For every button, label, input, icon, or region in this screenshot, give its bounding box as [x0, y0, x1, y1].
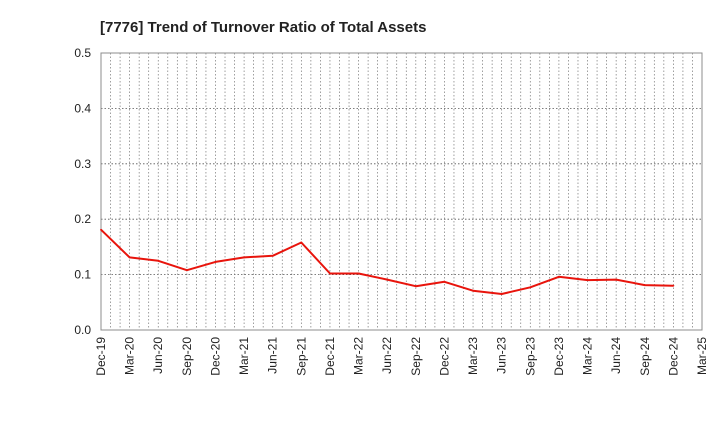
x-tick-label: Jun-20 — [151, 337, 165, 374]
x-tick-label: Dec-19 — [94, 337, 108, 376]
x-tick-label: Jun-23 — [495, 337, 509, 374]
data-point — [128, 256, 131, 259]
x-tick-label: Dec-22 — [437, 337, 451, 376]
x-axis: Dec-19 Mar-20 Jun-20 Sep-20 Dec-20 Mar-21 Jun-… — [94, 337, 709, 376]
data-point — [529, 286, 532, 289]
x-tick-label: Sep-24 — [638, 337, 652, 376]
data-point — [672, 284, 675, 287]
data-point — [500, 293, 503, 295]
y-tick-label: 0.0 — [74, 323, 91, 337]
data-point — [100, 228, 102, 231]
y-tick-label: 0.1 — [74, 268, 91, 282]
data-point — [472, 289, 474, 292]
y-tick-label: 0.3 — [74, 157, 91, 171]
data-point — [300, 241, 303, 244]
data-point — [157, 259, 160, 262]
x-tick-label: Sep-23 — [523, 337, 537, 376]
x-tick-label: Sep-22 — [409, 337, 423, 376]
data-point — [386, 278, 389, 281]
data-point — [443, 280, 446, 283]
y-tick-label: 0.4 — [74, 101, 91, 115]
x-tick-label: Sep-20 — [180, 337, 194, 376]
x-tick-label: Jun-22 — [380, 337, 394, 374]
x-tick-label: Dec-24 — [666, 337, 680, 376]
x-tick-label: Dec-20 — [208, 337, 222, 376]
y-axis: 0.0 0.1 0.2 0.3 0.4 0.5 — [74, 46, 91, 337]
y-tick-label: 0.2 — [74, 212, 91, 226]
series-group — [100, 228, 675, 295]
data-point — [357, 272, 360, 275]
data-point — [558, 275, 560, 278]
plot-area — [100, 52, 703, 331]
chart-title: [7776] Trend of Turnover Ratio of Total … — [100, 19, 426, 36]
data-point — [185, 269, 188, 272]
y-tick-label: 0.5 — [74, 46, 91, 60]
data-point — [643, 284, 646, 287]
x-tick-label: Sep-21 — [294, 337, 308, 376]
x-tick-label: Mar-21 — [237, 337, 251, 375]
x-tick-label: Jun-21 — [266, 337, 280, 374]
x-tick-label: Dec-23 — [552, 337, 566, 376]
data-point — [414, 285, 417, 288]
data-point — [329, 272, 331, 275]
x-tick-label: Jun-24 — [609, 337, 623, 374]
data-point — [271, 254, 274, 257]
data-point — [243, 256, 245, 259]
data-point — [586, 279, 589, 282]
data-point — [615, 278, 618, 281]
x-tick-label: Mar-25 — [695, 337, 709, 375]
data-point — [214, 260, 217, 263]
x-tick-label: Mar-20 — [123, 337, 137, 375]
x-tick-label: Mar-23 — [466, 337, 480, 375]
grid — [101, 53, 702, 330]
x-tick-label: Dec-21 — [323, 337, 337, 376]
x-tick-label: Mar-24 — [581, 337, 595, 375]
x-tick-label: Mar-22 — [352, 337, 366, 375]
